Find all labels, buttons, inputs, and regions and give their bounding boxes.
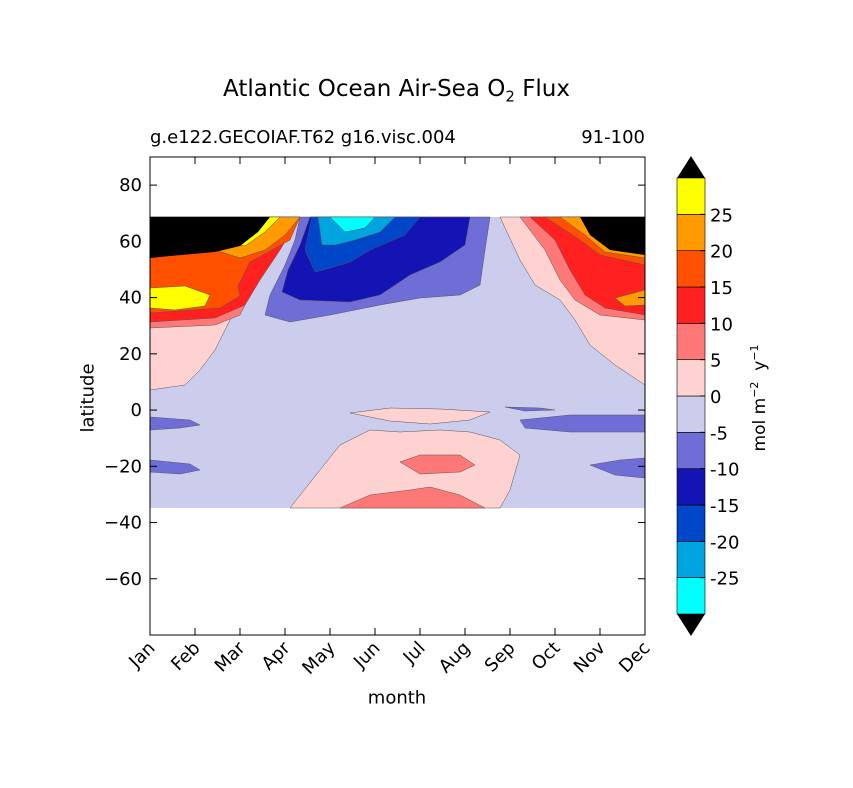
y-tick-label: 20 [119,344,142,365]
colorbar-segment [676,577,706,615]
title-text: Atlantic Ocean Air-Sea O [223,76,506,102]
colorbar-segment [676,286,706,324]
y-axis-ticks: 80 60 40 20 0 −20 −40 −60 [104,175,645,590]
y-tick-label: −60 [104,569,142,590]
colorbar-tick-label: 20 [710,242,733,263]
y-tick-label: −40 [104,513,142,534]
y-tick-label: 60 [119,231,142,252]
colorbar-segment [676,323,706,360]
colorbar-segment [676,250,706,288]
x-tick-label: Feb [167,638,204,675]
colorbar-segment [676,395,706,433]
colorbar-tick-label: 25 [710,205,733,226]
contour-field [149,216,646,509]
contour-band-negative-north-max [329,216,376,233]
colorbar-segment [676,541,706,578]
x-tick-label: Apr [258,637,295,674]
y-tick-label: 40 [119,288,142,309]
subtitle-right: 91-100 [581,127,645,148]
colorbar-tick-label: 15 [710,278,733,299]
colorbar-tick-label: -5 [710,423,728,444]
contour-band-saturated-west [150,217,270,258]
y-tick-label: 80 [119,175,142,196]
contour-band-positive-south [289,429,521,509]
y-tick-label: 0 [131,400,142,421]
x-tick-label: Aug [435,638,475,678]
colorbar-tick-label: -10 [710,460,739,481]
colorbar-tick-label: -15 [710,496,739,517]
colorbar-under-arrow [677,614,705,636]
colorbar-segment [676,359,706,397]
x-tick-label: May [298,637,339,678]
x-tick-label: Sep [481,638,520,677]
colorbar-segment [676,177,706,215]
colorbar-over-arrow [677,156,705,178]
y-tick-label: −20 [104,456,142,477]
contour-band-saturated-east [580,217,645,255]
title-suffix: Flux [522,76,570,102]
contour-band-negative-equator-small [504,406,556,412]
contour-band-positive-south-high [339,486,486,509]
title-subscript: 2 [505,87,515,106]
x-tick-label: Oct [528,638,565,675]
x-axis-label: month [367,687,427,709]
colorbar: -25 -20 -15 -10 -5 0 5 10 15 20 25 [676,156,739,636]
colorbar-segment [676,504,706,542]
x-tick-label: Jul [399,638,430,669]
contour-band-positive-equator [349,407,491,425]
x-tick-label: Nov [570,637,610,677]
x-tick-label: Dec [615,638,654,677]
x-tick-label: Mar [211,637,250,676]
colorbar-tick-label: 5 [710,351,721,372]
chart-title: Atlantic Ocean Air-Sea O2 Flux [0,76,793,106]
plot-frame [149,156,646,636]
colorbar-tick-label: 0 [710,387,721,408]
colorbar-tick-label: 10 [710,314,733,335]
subtitle-left: g.e122.GECOIAF.T62 g16.visc.004 [150,127,456,148]
colorbar-tick-label: -20 [710,532,739,553]
colorbar-segment [676,432,706,469]
x-tick-label: Jan [124,638,159,673]
contour-band-positive-south-patch [399,454,476,475]
colorbar-tick-label: -25 [710,569,739,590]
colorbar-segment [676,214,706,251]
x-tick-label: Jun [349,638,384,673]
colorbar-segment [676,468,706,506]
